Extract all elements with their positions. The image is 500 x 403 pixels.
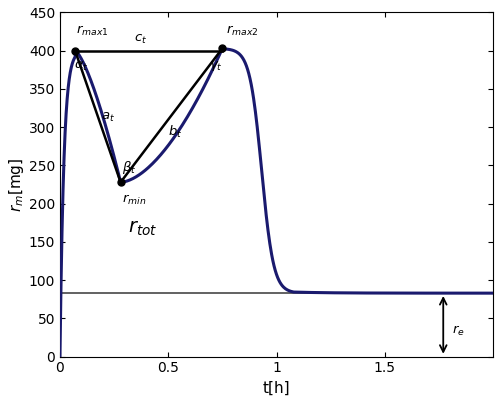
Y-axis label: $r_m$[mg]: $r_m$[mg] xyxy=(7,158,26,212)
Text: $r_e$: $r_e$ xyxy=(452,324,464,338)
Text: $\alpha_t$: $\alpha_t$ xyxy=(74,60,88,73)
X-axis label: t[h]: t[h] xyxy=(262,381,290,396)
Text: $\beta_t$: $\beta_t$ xyxy=(122,159,136,176)
Text: $r_{max1}$: $r_{max1}$ xyxy=(76,24,109,38)
Text: $c_t$: $c_t$ xyxy=(134,33,147,46)
Text: $r_{tot}$: $r_{tot}$ xyxy=(128,219,157,238)
Text: $\gamma_t$: $\gamma_t$ xyxy=(210,59,223,73)
Text: $r_{min}$: $r_{min}$ xyxy=(122,193,146,207)
Text: $b_t$: $b_t$ xyxy=(168,124,182,140)
Text: $a_t$: $a_t$ xyxy=(102,111,116,124)
Text: $r_{max2}$: $r_{max2}$ xyxy=(226,24,258,38)
